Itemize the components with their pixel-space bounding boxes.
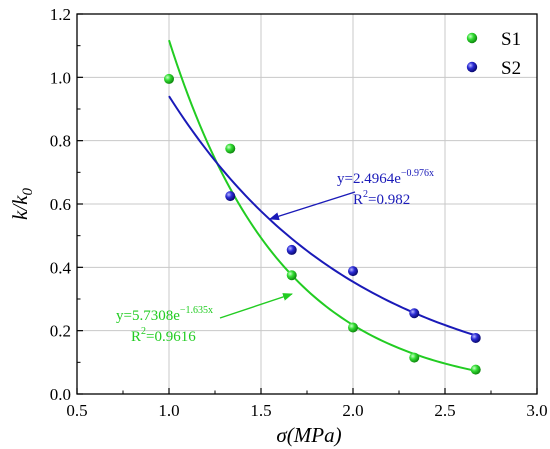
x-tick-labels: 0.5 1.0 1.5 2.0 2.5 3.0 bbox=[66, 401, 547, 420]
x-tick-label: 0.5 bbox=[66, 401, 87, 420]
legend-marker-s1 bbox=[466, 32, 478, 44]
annotation-s1-eq-exp: −1.635x bbox=[180, 305, 213, 316]
y-tick-label: 1.0 bbox=[50, 68, 71, 87]
data-point-s2 bbox=[348, 266, 358, 277]
y-tick-label: 0.6 bbox=[50, 195, 71, 214]
data-point-s1 bbox=[225, 143, 236, 154]
annotation-s2-r2-base: R bbox=[353, 192, 363, 208]
data-points bbox=[164, 73, 481, 375]
annotation-s1-arrow bbox=[219, 293, 293, 319]
annotation-s2-arrow bbox=[269, 191, 356, 221]
annotation-s1: y=5.7308e−1.635x R2=0.9616 bbox=[116, 293, 293, 345]
data-point-s2 bbox=[286, 244, 297, 255]
x-tick-label: 1.0 bbox=[158, 401, 179, 420]
fit-curve-s2 bbox=[168, 95, 477, 337]
fit-curves bbox=[168, 39, 477, 372]
y-tick-label: 0.0 bbox=[50, 385, 71, 404]
data-point-s1 bbox=[164, 73, 174, 84]
x-axis-title-main: σ bbox=[276, 423, 288, 447]
annotation-s2-eq-base: y=2.4964e bbox=[337, 171, 401, 187]
y-tick-label: 0.4 bbox=[50, 258, 72, 277]
data-point-s1 bbox=[348, 322, 358, 333]
legend: S1 S2 bbox=[466, 29, 521, 79]
y-tick-label: 0.2 bbox=[50, 322, 71, 341]
x-tick-label: 1.5 bbox=[250, 401, 271, 420]
y-tick-label: 1.2 bbox=[50, 5, 71, 24]
annotation-s2: y=2.4964e−0.976x R2=0.982 bbox=[269, 168, 434, 221]
grid-lines bbox=[77, 14, 537, 394]
annotation-s1-r2-val: =0.9616 bbox=[146, 329, 196, 345]
annotation-s1-equation: y=5.7308e−1.635x bbox=[116, 305, 213, 324]
y-axis-title-main: k/k bbox=[8, 195, 32, 220]
y-tick-label: 0.8 bbox=[50, 132, 71, 151]
annotation-s1-r2-base: R bbox=[131, 329, 141, 345]
annotation-s1-r2: R2=0.9616 bbox=[131, 326, 196, 345]
y-axis-title-sub: 0 bbox=[20, 188, 36, 196]
annotation-s1-r2-exp: 2 bbox=[141, 326, 146, 337]
annotation-s2-eq-exp: −0.976x bbox=[401, 168, 434, 179]
data-point-s1 bbox=[286, 270, 297, 281]
annotation-s2-r2: R2=0.982 bbox=[353, 189, 410, 208]
y-tick-labels: 0.0 0.2 0.4 0.6 0.8 1.0 1.2 bbox=[50, 5, 72, 404]
data-point-s2 bbox=[470, 332, 481, 343]
data-point-s2 bbox=[409, 308, 420, 319]
annotation-s1-eq-base: y=5.7308e bbox=[116, 308, 180, 324]
y-axis-title: k/k0 bbox=[8, 188, 36, 220]
x-axis-title: σ(MPa) bbox=[276, 423, 341, 447]
data-point-s1 bbox=[470, 364, 481, 375]
fit-curve-s1 bbox=[168, 39, 476, 372]
plot-frame bbox=[76, 13, 538, 395]
legend-label-s2: S2 bbox=[501, 58, 521, 79]
annotation-s2-r2-exp: 2 bbox=[363, 189, 368, 200]
x-tick-label: 3.0 bbox=[526, 401, 547, 420]
x-axis-title-unit: (MPa) bbox=[287, 423, 342, 447]
data-point-s1 bbox=[409, 352, 420, 363]
x-tick-label: 2.5 bbox=[434, 401, 455, 420]
data-point-s2 bbox=[225, 191, 236, 202]
annotation-s2-r2-val: =0.982 bbox=[368, 192, 410, 208]
axis-ticks bbox=[76, 13, 538, 395]
legend-label-s1: S1 bbox=[501, 29, 521, 50]
annotation-s2-equation: y=2.4964e−0.976x bbox=[337, 168, 434, 187]
x-tick-label: 2.0 bbox=[342, 401, 363, 420]
legend-marker-s2 bbox=[466, 61, 478, 73]
